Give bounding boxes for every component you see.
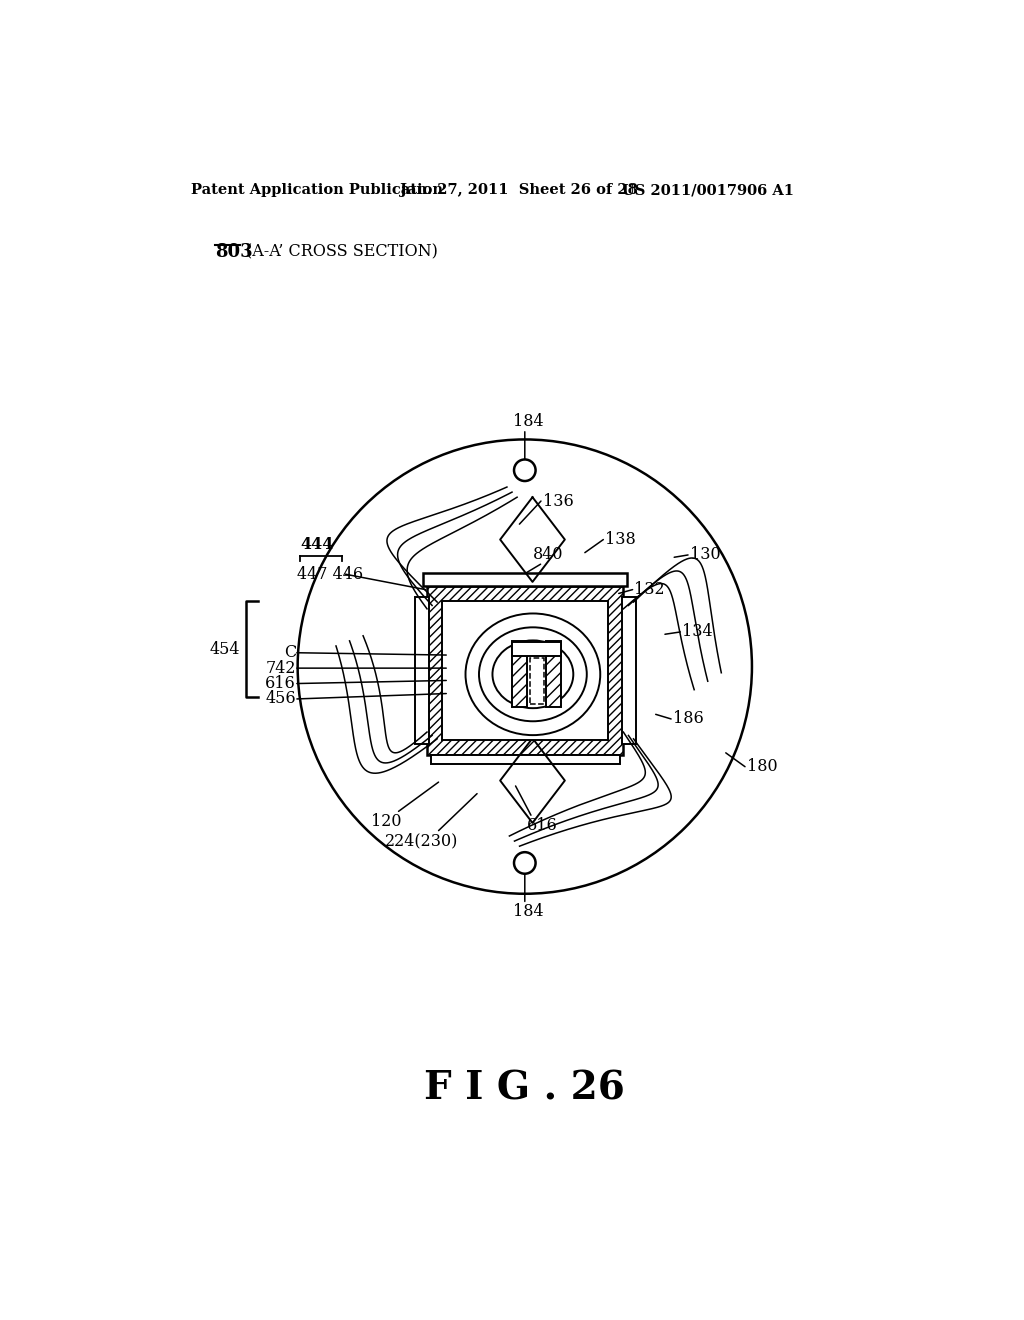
Text: 180: 180 — [746, 758, 777, 775]
Bar — [512, 642, 527, 706]
Bar — [546, 642, 561, 706]
Text: F I G . 26: F I G . 26 — [424, 1069, 626, 1107]
Text: 444: 444 — [300, 536, 334, 553]
Bar — [423, 573, 628, 586]
Text: 742: 742 — [265, 660, 296, 677]
Text: Jan. 27, 2011  Sheet 26 of 28: Jan. 27, 2011 Sheet 26 of 28 — [400, 183, 638, 197]
Text: 616: 616 — [265, 675, 296, 692]
Text: 184: 184 — [513, 413, 544, 430]
Text: 224(230): 224(230) — [385, 832, 459, 849]
Text: 456: 456 — [265, 690, 296, 708]
Text: 138: 138 — [605, 531, 636, 548]
Text: 186: 186 — [673, 710, 703, 727]
Text: 184: 184 — [513, 903, 544, 920]
Text: C: C — [284, 644, 296, 661]
Text: 840: 840 — [534, 545, 563, 562]
Bar — [415, 598, 429, 743]
Text: 130: 130 — [689, 546, 720, 564]
Text: 616: 616 — [527, 817, 558, 834]
Text: 120: 120 — [371, 813, 401, 830]
Text: 454: 454 — [209, 642, 240, 659]
Text: 447 446: 447 446 — [297, 566, 362, 582]
Bar — [431, 755, 620, 764]
Text: 803: 803 — [215, 243, 253, 261]
Bar — [442, 601, 608, 739]
Text: 134: 134 — [682, 623, 713, 640]
Text: (A-A’ CROSS SECTION): (A-A’ CROSS SECTION) — [246, 243, 438, 260]
Text: US 2011/0017906 A1: US 2011/0017906 A1 — [622, 183, 794, 197]
Bar — [427, 586, 624, 755]
Text: 132: 132 — [634, 581, 665, 598]
Bar — [512, 642, 561, 656]
Text: 136: 136 — [543, 492, 573, 510]
Text: Patent Application Publication: Patent Application Publication — [190, 183, 442, 197]
Bar — [529, 659, 544, 704]
Bar — [622, 598, 636, 743]
